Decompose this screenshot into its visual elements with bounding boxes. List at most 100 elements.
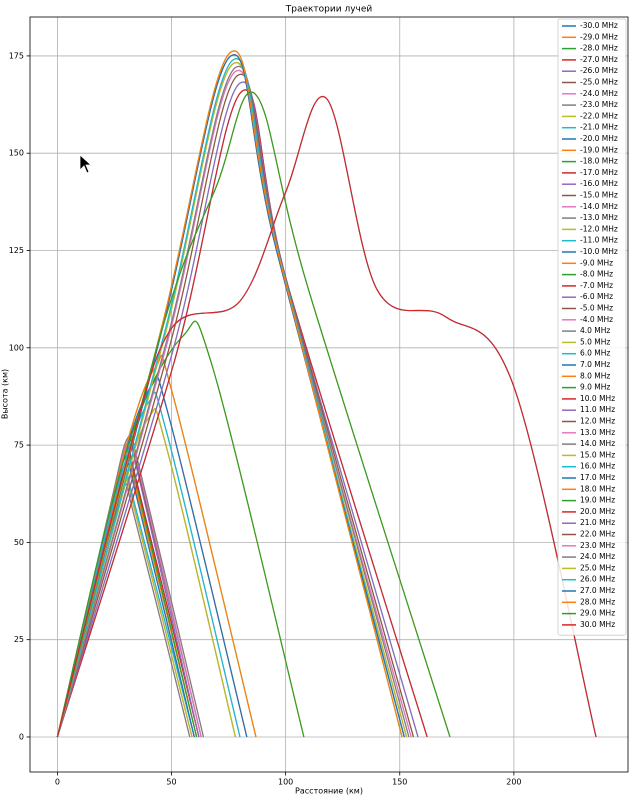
ray-line [56, 54, 405, 738]
x-tick-label: 50 [166, 778, 176, 787]
legend-label: 16.0 MHz [580, 462, 615, 471]
legend-label: 13.0 MHz [580, 428, 615, 437]
legend-label: 15.0 MHz [580, 450, 615, 459]
legend-label: 17.0 MHz [580, 473, 615, 482]
ray-line [56, 408, 237, 738]
y-tick-label: 25 [14, 635, 24, 644]
legend-label: -27.0 MHz [580, 55, 618, 64]
ray-line [56, 50, 403, 738]
y-tick-label: 150 [9, 149, 24, 158]
y-tick-label: 50 [14, 538, 24, 547]
legend-label: -30.0 MHz [580, 21, 618, 30]
ray-line [56, 73, 415, 738]
ray-line [56, 65, 410, 738]
x-tick-label: 100 [278, 778, 293, 787]
ray-line [56, 81, 419, 738]
chart-title: Траектории лучей [285, 5, 373, 15]
legend-label: -16.0 MHz [580, 179, 618, 188]
mouse-cursor [79, 154, 93, 174]
ray-line [56, 58, 405, 738]
x-tick-label: 200 [506, 778, 521, 787]
legend-label: 28.0 MHz [580, 597, 615, 606]
legend-label: -15.0 MHz [580, 191, 618, 200]
legend-label: 19.0 MHz [580, 496, 615, 505]
legend-label: 4.0 MHz [580, 326, 610, 335]
ray-line [56, 450, 198, 738]
x-tick-label: 0 [55, 778, 60, 787]
legend: -30.0 MHz -29.0 MHz -28.0 MHz -27.0 MHz -26.… [557, 18, 627, 636]
legend-label: 26.0 MHz [580, 575, 615, 584]
legend-label: 10.0 MHz [580, 394, 615, 403]
legend-label: -26.0 MHz [580, 66, 618, 75]
legend-label: -23.0 MHz [580, 100, 618, 109]
legend-label: 11.0 MHz [580, 405, 615, 414]
legend-label: 25.0 MHz [580, 563, 615, 572]
legend-label: 24.0 MHz [580, 552, 615, 561]
ray-line [56, 73, 415, 738]
ray-line [56, 463, 195, 738]
legend-label: -22.0 MHz [580, 111, 618, 120]
ray-line [56, 320, 305, 738]
legend-label: -7.0 MHz [580, 281, 613, 290]
legend-label: -14.0 MHz [580, 202, 618, 211]
ray-line [56, 91, 451, 738]
legend-label: -17.0 MHz [580, 168, 618, 177]
legend-label: -5.0 MHz [580, 304, 613, 313]
ray-line [56, 89, 428, 738]
legend-label: 6.0 MHz [580, 349, 610, 358]
legend-label: 7.0 MHz [580, 360, 610, 369]
legend-label: 18.0 MHz [580, 484, 615, 493]
legend-label: -29.0 MHz [580, 32, 618, 41]
legend-label: -24.0 MHz [580, 89, 618, 98]
y-tick-label: 175 [9, 51, 24, 60]
ray-line [56, 54, 405, 738]
ray-line [56, 450, 198, 738]
x-tick-label: 150 [392, 778, 407, 787]
legend-label: -9.0 MHz [580, 258, 613, 267]
legend-label: 9.0 MHz [580, 383, 610, 392]
legend-label: 12.0 MHz [580, 417, 615, 426]
plot-frame [29, 16, 629, 773]
y-tick-label: 75 [14, 441, 24, 450]
legend-label: -25.0 MHz [580, 78, 618, 87]
y-tick-label: 100 [9, 343, 24, 352]
ray-line [56, 442, 200, 738]
legend-label: 29.0 MHz [580, 609, 615, 618]
ray-line [56, 69, 412, 738]
legend-label: -28.0 MHz [580, 44, 618, 53]
legend-label: -13.0 MHz [580, 213, 618, 222]
ray-line [56, 69, 412, 738]
legend-label: -8.0 MHz [580, 270, 613, 279]
legend-label: -12.0 MHz [580, 224, 618, 233]
legend-label: -18.0 MHz [580, 157, 618, 166]
ray-line [56, 91, 451, 738]
y-tick-label: 0 [19, 732, 24, 741]
ray-line [56, 50, 403, 738]
ray-line [56, 391, 241, 738]
legend-label: 22.0 MHz [580, 530, 615, 539]
ray-line [56, 95, 597, 738]
y-axis-label: Высота (км) [1, 369, 10, 419]
legend-label: -10.0 MHz [580, 247, 618, 256]
plot-lines [56, 50, 597, 738]
ray-line [56, 81, 419, 738]
ray-line [56, 457, 198, 738]
legend-label: -20.0 MHz [580, 134, 618, 143]
legend-label: 23.0 MHz [580, 541, 615, 550]
ray-line [56, 408, 237, 738]
legend-label: -19.0 MHz [580, 145, 618, 154]
ray-line [56, 442, 200, 738]
ray-line [56, 58, 405, 738]
legend-label: 14.0 MHz [580, 439, 615, 448]
x-axis-label: Расстояние (км) [295, 787, 363, 796]
ray-line [56, 463, 195, 738]
legend-label: 27.0 MHz [580, 586, 615, 595]
legend-label: 20.0 MHz [580, 507, 615, 516]
grid: 0 50 100 150 200 0 25 50 75 100 125 150 175 [9, 17, 628, 787]
ray-line [56, 457, 198, 738]
legend-label: -11.0 MHz [580, 236, 618, 245]
y-tick-label: 125 [9, 246, 24, 255]
legend-label: -21.0 MHz [580, 123, 618, 132]
legend-label: -6.0 MHz [580, 292, 613, 301]
